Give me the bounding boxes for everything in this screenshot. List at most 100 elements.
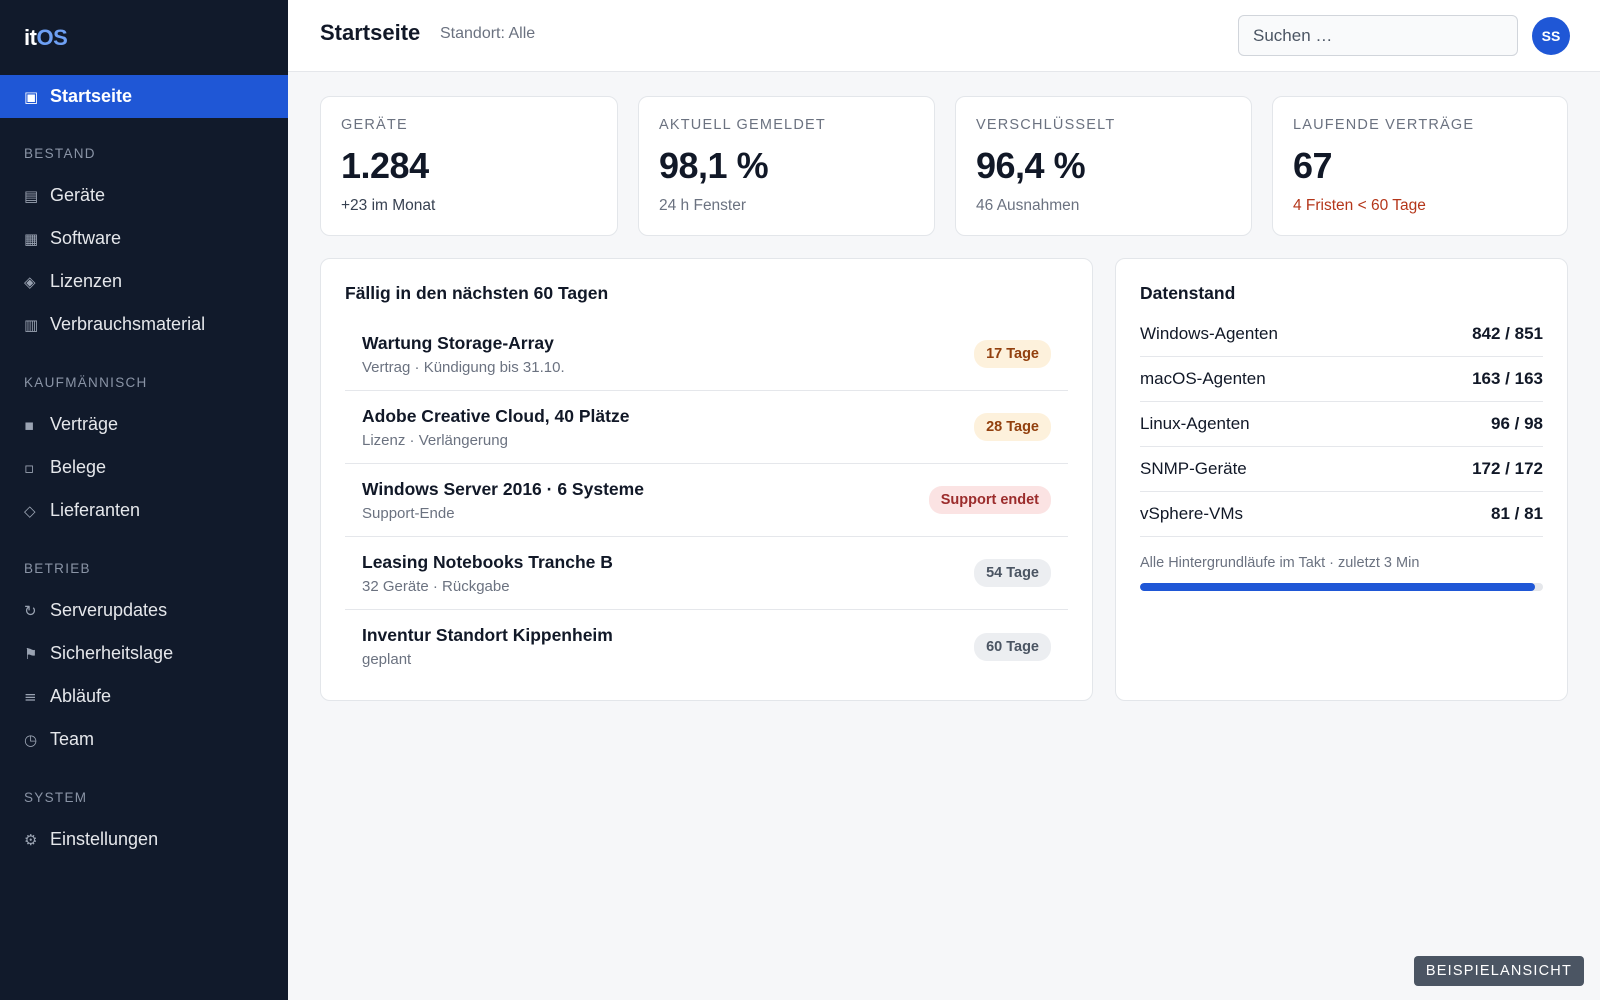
gear-icon: ⚙ bbox=[24, 830, 38, 849]
list-icon: ≡ bbox=[24, 687, 37, 706]
due-item-name: Wartung Storage-Array bbox=[362, 332, 554, 353]
sidebar-item-label: Serverupdates bbox=[50, 600, 168, 620]
software-icon: ▦ bbox=[24, 229, 39, 248]
sidebar-item-geraete[interactable]: ▤ Geräte bbox=[0, 174, 288, 217]
stat-sub: 4 Fristen < 60 Tage bbox=[1293, 197, 1426, 214]
source-name: vSphere-VMs bbox=[1140, 504, 1243, 523]
stat-sub: 46 Ausnahmen bbox=[976, 197, 1080, 214]
sidebar-item-verbrauchsmaterial[interactable]: ▥ Verbrauchsmaterial bbox=[0, 303, 288, 346]
due-item-meta: Lizenz · Verlängerung bbox=[362, 431, 508, 449]
due-item-name: Inventur Standort Kippenheim bbox=[362, 625, 613, 645]
status-badge: 54 Tage bbox=[974, 559, 1051, 587]
stat-card-geraete[interactable]: GERÄTE 1.284 +23 im Monat bbox=[320, 96, 618, 236]
due-item-meta: Support-Ende bbox=[362, 504, 455, 522]
source-count: 842 / 851 bbox=[1472, 324, 1543, 343]
list-item[interactable]: Leasing Notebooks Tranche B 32 Geräte · … bbox=[345, 537, 1068, 610]
sync-status-note: Alle Hintergrundläufe im Takt · zuletzt … bbox=[1140, 555, 1420, 571]
sidebar-item-label: Startseite bbox=[50, 86, 133, 106]
sidebar-item-label: Team bbox=[50, 729, 95, 749]
sidebar-item-sicherheitslage[interactable]: ⚑ Sicherheitslage bbox=[0, 632, 288, 675]
devices-icon: ▤ bbox=[24, 186, 39, 205]
status-badge: 17 Tage bbox=[974, 340, 1051, 368]
table-row: vSphere-VMs 81 / 81 bbox=[1140, 492, 1543, 537]
sync-progress-bar bbox=[1140, 583, 1543, 591]
sidebar-item-startseite[interactable]: ▣ Startseite bbox=[0, 75, 288, 118]
sidebar-item-team[interactable]: ◷ Team bbox=[0, 718, 288, 761]
search-input[interactable] bbox=[1238, 15, 1518, 56]
table-row: SNMP-Geräte 172 / 172 bbox=[1140, 447, 1543, 492]
refresh-icon: ↻ bbox=[24, 601, 37, 620]
stat-card-vertraege[interactable]: LAUFENDE VERTRÄGE 67 4 Fristen < 60 Tage bbox=[1272, 96, 1568, 236]
avatar[interactable]: SS bbox=[1532, 17, 1570, 55]
logo-suffix: OS bbox=[36, 24, 68, 50]
source-count: 81 / 81 bbox=[1491, 504, 1543, 523]
stat-label: GERÄTE bbox=[341, 117, 408, 133]
home-icon: ▣ bbox=[24, 87, 39, 106]
sidebar-item-label: Software bbox=[50, 228, 122, 248]
source-name: Linux-Agenten bbox=[1140, 414, 1250, 433]
section-label-betrieb: BETRIEB bbox=[24, 560, 91, 576]
flag-icon: ⚑ bbox=[24, 644, 38, 663]
status-badge: Support endet bbox=[928, 486, 1051, 514]
contracts-icon: ▪ bbox=[24, 415, 35, 434]
due-item-meta: 32 Geräte · Rückgabe bbox=[362, 577, 510, 595]
page-title: Startseite bbox=[320, 20, 421, 45]
datastate-panel: Datenstand Windows-Agenten 842 / 851 mac… bbox=[1115, 258, 1568, 701]
sidebar-item-label: Lieferanten bbox=[50, 500, 141, 520]
stat-label: AKTUELL GEMELDET bbox=[659, 117, 826, 133]
due-panel: Fällig in den nächsten 60 Tagen Wartung … bbox=[320, 258, 1093, 701]
receipts-icon: ▫ bbox=[24, 458, 35, 477]
sidebar-item-vertraege[interactable]: ▪ Verträge bbox=[0, 403, 288, 446]
due-item-name: Adobe Creative Cloud, 40 Plätze bbox=[362, 405, 630, 426]
sidebar-item-software[interactable]: ▦ Software bbox=[0, 217, 288, 260]
sidebar-item-ablaeufe[interactable]: ≡ Abläufe bbox=[0, 675, 288, 718]
list-item[interactable]: Adobe Creative Cloud, 40 Plätze Lizenz ·… bbox=[345, 391, 1068, 464]
sidebar-item-lizenzen[interactable]: ◈ Lizenzen bbox=[0, 260, 288, 303]
sidebar-item-label: Sicherheitslage bbox=[50, 643, 174, 663]
sync-progress-fill bbox=[1140, 583, 1535, 591]
sidebar-item-label: Einstellungen bbox=[50, 829, 159, 849]
source-name: Windows-Agenten bbox=[1140, 324, 1278, 343]
sidebar-item-serverupdates[interactable]: ↻ Serverupdates bbox=[0, 589, 288, 632]
due-item-name: Windows Server 2016 · 6 Systeme bbox=[362, 478, 644, 499]
sidebar-item-lieferanten[interactable]: ◇ Lieferanten bbox=[0, 489, 288, 532]
sidebar: it OS ▣ Startseite BESTAND ▤ Geräte ▦ Sof… bbox=[0, 0, 288, 1000]
source-count: 96 / 98 bbox=[1491, 414, 1543, 433]
stat-sub: +23 im Monat bbox=[341, 197, 436, 214]
list-item[interactable]: Windows Server 2016 · 6 Systeme Support-… bbox=[345, 464, 1068, 537]
stat-sub: 24 h Fenster bbox=[659, 197, 747, 214]
stat-label: VERSCHLÜSSELT bbox=[976, 117, 1116, 133]
clock-icon: ◷ bbox=[24, 730, 38, 749]
stat-value: 1.284 bbox=[341, 145, 429, 186]
app-logo[interactable]: it OS bbox=[0, 0, 288, 75]
suppliers-icon: ◇ bbox=[24, 501, 36, 520]
section-label-system: SYSTEM bbox=[24, 789, 88, 805]
supplies-icon: ▥ bbox=[24, 315, 39, 334]
list-item[interactable]: Wartung Storage-Array Vertrag · Kündigun… bbox=[345, 318, 1068, 391]
sidebar-item-label: Verträge bbox=[50, 414, 119, 434]
location-filter[interactable]: Standort: Alle bbox=[440, 25, 536, 42]
sidebar-item-label: Lizenzen bbox=[50, 271, 123, 291]
stat-value: 98,1 % bbox=[659, 145, 769, 186]
list-item[interactable]: Inventur Standort Kippenheim geplant 60 … bbox=[345, 610, 1068, 683]
stat-card-gemeldet[interactable]: AKTUELL GEMELDET 98,1 % 24 h Fenster bbox=[638, 96, 935, 236]
sidebar-item-belege[interactable]: ▫ Belege bbox=[0, 446, 288, 489]
stat-label: LAUFENDE VERTRÄGE bbox=[1293, 117, 1475, 133]
sample-view-badge: BEISPIELANSICHT bbox=[1413, 956, 1584, 986]
source-count: 163 / 163 bbox=[1472, 369, 1543, 388]
stat-card-verschluesselt[interactable]: VERSCHLÜSSELT 96,4 % 46 Ausnahmen bbox=[955, 96, 1252, 236]
status-badge: 60 Tage bbox=[974, 632, 1051, 661]
due-item-name: Leasing Notebooks Tranche B bbox=[362, 551, 613, 572]
top-header: Startseite Standort: Alle SS bbox=[288, 0, 1600, 72]
sidebar-item-einstellungen[interactable]: ⚙ Einstellungen bbox=[0, 818, 288, 861]
due-item-meta: geplant bbox=[362, 651, 412, 668]
sidebar-item-label: Belege bbox=[50, 457, 107, 477]
stat-value: 96,4 % bbox=[976, 145, 1086, 186]
stat-value: 67 bbox=[1293, 145, 1333, 186]
source-count: 172 / 172 bbox=[1472, 459, 1543, 478]
section-label-kaufmaennisch: KAUFMÄNNISCH bbox=[24, 374, 148, 390]
source-name: SNMP-Geräte bbox=[1140, 459, 1247, 478]
logo-prefix: it bbox=[24, 24, 37, 50]
panel-title: Fällig in den nächsten 60 Tagen bbox=[345, 283, 609, 303]
panel-title: Datenstand bbox=[1140, 283, 1236, 303]
